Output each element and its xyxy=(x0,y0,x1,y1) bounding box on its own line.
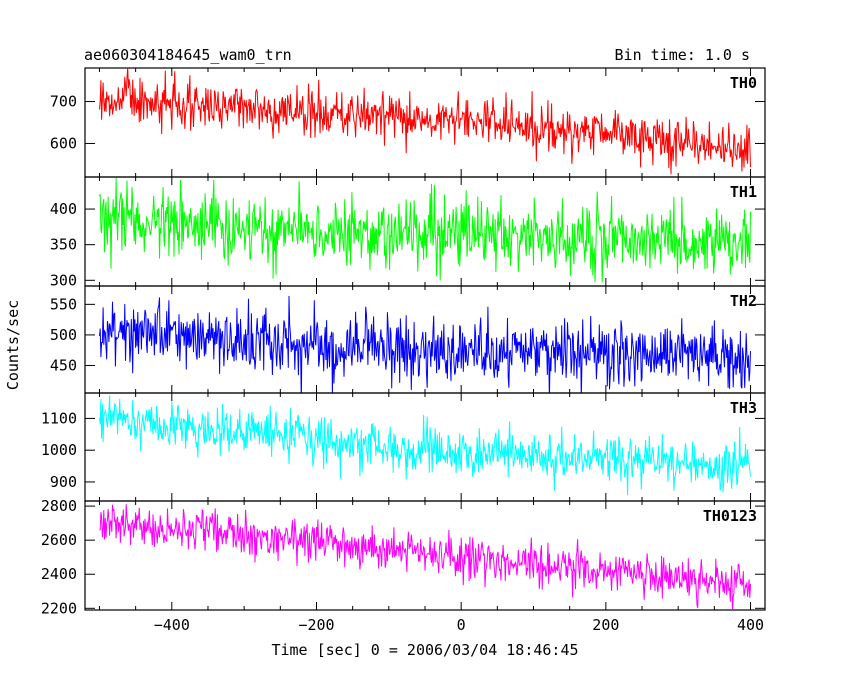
y-tick-label: 2800 xyxy=(41,497,77,515)
y-tick-label: 550 xyxy=(50,295,77,313)
bin-time-label: Bin time: 1.0 s xyxy=(615,46,750,64)
y-tick-label: 500 xyxy=(50,326,77,344)
y-tick-label: 900 xyxy=(50,473,77,491)
y-tick-label: 300 xyxy=(50,271,77,289)
x-tick-label: 400 xyxy=(737,616,764,634)
y-axis-label: Counts/sec xyxy=(4,300,22,390)
x-axis-label: Time [sec] 0 = 2006/03/04 18:46:45 xyxy=(271,641,578,659)
x-tick-label: −200 xyxy=(298,616,334,634)
y-tick-label: 450 xyxy=(50,356,77,374)
y-tick-label: 700 xyxy=(50,93,77,111)
y-tick-label: 600 xyxy=(50,134,77,152)
y-tick-label: 2200 xyxy=(41,599,77,617)
y-tick-label: 1100 xyxy=(41,409,77,427)
y-tick-label: 400 xyxy=(50,200,77,218)
y-tick-label: 2400 xyxy=(41,565,77,583)
x-tick-label: 200 xyxy=(592,616,619,634)
x-tick-label: −400 xyxy=(154,616,190,634)
y-tick-label: 1000 xyxy=(41,441,77,459)
series-line-th2 xyxy=(99,295,751,393)
y-tick-label: 350 xyxy=(50,236,77,254)
series-label-th1: TH1 xyxy=(730,183,757,201)
series-label-th3: TH3 xyxy=(730,399,757,417)
series-line-th0123 xyxy=(99,504,751,610)
series-line-th0 xyxy=(99,68,751,175)
series-line-th1 xyxy=(99,177,751,283)
x-tick-label: 0 xyxy=(457,616,466,634)
panels: 600 700 TH0 300 350 400 TH1 450 500 550 TH2 900 1000… xyxy=(41,67,766,634)
series-label-th0123: TH0123 xyxy=(703,507,757,525)
series-line-th3 xyxy=(99,395,751,496)
series-label-th0: TH0 xyxy=(730,74,757,92)
y-tick-label: 2600 xyxy=(41,531,77,549)
plot-title: ae060304184645_wam0_trn xyxy=(84,46,292,64)
series-label-th2: TH2 xyxy=(730,292,757,310)
